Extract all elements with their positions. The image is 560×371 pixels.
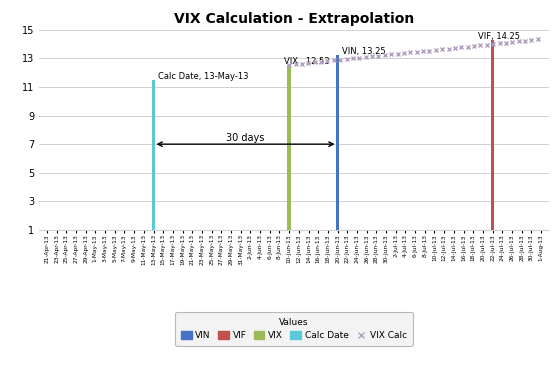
Text: Calc Date, 13-May-13: Calc Date, 13-May-13 — [158, 72, 249, 81]
Bar — [336, 55, 339, 230]
Text: 30 days: 30 days — [226, 132, 265, 142]
Text: VIN, 13.25: VIN, 13.25 — [343, 47, 386, 56]
Bar — [491, 40, 494, 230]
Legend: VIN, VIF, VIX, Calc Date, VIX Calc: VIN, VIF, VIX, Calc Date, VIX Calc — [175, 312, 413, 346]
Text: VIX , 12.53: VIX , 12.53 — [284, 57, 330, 66]
Title: VIX Calculation - Extrapolation: VIX Calculation - Extrapolation — [174, 12, 414, 26]
Text: VIF, 14.25: VIF, 14.25 — [478, 32, 520, 41]
Bar — [287, 65, 291, 230]
Bar — [152, 80, 155, 230]
